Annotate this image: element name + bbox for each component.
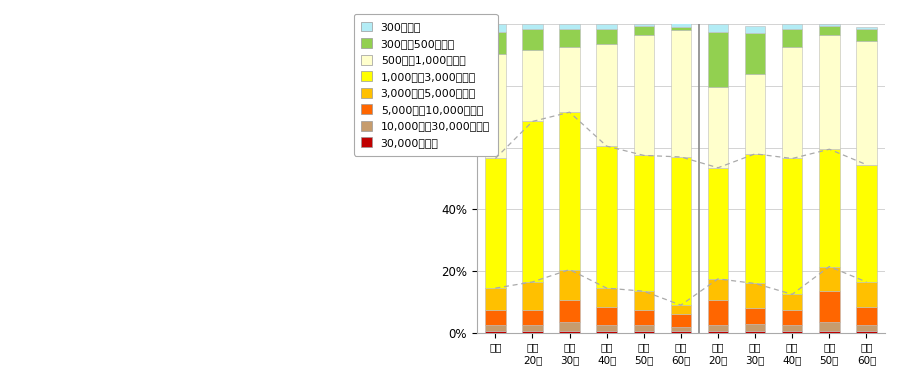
Bar bbox=[522, 310, 543, 325]
Bar bbox=[819, 149, 840, 266]
Bar bbox=[597, 44, 617, 146]
Bar bbox=[560, 331, 580, 333]
Bar bbox=[745, 324, 765, 331]
Bar bbox=[856, 325, 877, 331]
Bar bbox=[819, 24, 840, 26]
Bar bbox=[782, 331, 803, 333]
Bar bbox=[745, 154, 765, 283]
Bar bbox=[856, 282, 877, 307]
Bar bbox=[670, 314, 691, 327]
Bar bbox=[856, 307, 877, 325]
Bar bbox=[782, 325, 803, 331]
Bar bbox=[560, 24, 580, 29]
Bar bbox=[707, 24, 728, 32]
Bar bbox=[634, 331, 654, 333]
Bar bbox=[819, 291, 840, 322]
Bar bbox=[560, 29, 580, 48]
Bar bbox=[856, 29, 877, 41]
Bar bbox=[522, 325, 543, 331]
Bar bbox=[782, 29, 803, 48]
Bar bbox=[782, 158, 803, 294]
Bar bbox=[597, 24, 617, 29]
Bar bbox=[856, 41, 877, 165]
Bar bbox=[819, 266, 840, 291]
Bar bbox=[485, 310, 506, 325]
Bar bbox=[634, 325, 654, 331]
Bar bbox=[745, 283, 765, 308]
Bar bbox=[522, 331, 543, 333]
Bar bbox=[707, 279, 728, 301]
Bar bbox=[485, 32, 506, 54]
Bar bbox=[560, 112, 580, 269]
Bar bbox=[856, 331, 877, 333]
Bar bbox=[597, 307, 617, 325]
Bar bbox=[782, 48, 803, 158]
Bar bbox=[819, 331, 840, 333]
Bar bbox=[745, 308, 765, 324]
Bar bbox=[782, 294, 803, 310]
Bar bbox=[522, 51, 543, 122]
Bar bbox=[856, 165, 877, 282]
Bar bbox=[707, 301, 728, 325]
Bar bbox=[856, 27, 877, 29]
Bar bbox=[485, 331, 506, 333]
Bar bbox=[670, 327, 691, 331]
Bar bbox=[707, 168, 728, 279]
Bar bbox=[745, 74, 765, 154]
Bar bbox=[819, 26, 840, 35]
Bar bbox=[670, 27, 691, 30]
Bar bbox=[522, 122, 543, 282]
Bar bbox=[634, 291, 654, 310]
Bar bbox=[522, 282, 543, 310]
Bar bbox=[707, 331, 728, 333]
Bar bbox=[707, 32, 728, 87]
Bar bbox=[634, 24, 654, 26]
Bar bbox=[522, 29, 543, 51]
Bar bbox=[819, 322, 840, 331]
Bar bbox=[597, 288, 617, 307]
Bar bbox=[485, 54, 506, 158]
Bar bbox=[707, 325, 728, 331]
Bar bbox=[560, 322, 580, 331]
Bar bbox=[522, 24, 543, 29]
Bar bbox=[782, 310, 803, 325]
Bar bbox=[670, 305, 691, 314]
Bar bbox=[670, 157, 691, 305]
Bar bbox=[670, 331, 691, 333]
Bar bbox=[597, 29, 617, 44]
Bar bbox=[634, 310, 654, 325]
Bar bbox=[745, 331, 765, 333]
Bar bbox=[560, 269, 580, 301]
Bar bbox=[485, 24, 506, 32]
Bar bbox=[560, 48, 580, 112]
Bar bbox=[670, 15, 691, 27]
Bar bbox=[745, 26, 765, 33]
Bar bbox=[707, 87, 728, 168]
Bar bbox=[597, 146, 617, 288]
Bar bbox=[485, 325, 506, 331]
Legend: 300円未満, 300円～500円未満, 500円～1,000円未満, 1,000円～3,000円未満, 3,000円～5,000円未満, 5,000円～10,: 300円未満, 300円～500円未満, 500円～1,000円未満, 1,00… bbox=[354, 14, 498, 155]
Bar bbox=[485, 158, 506, 288]
Bar bbox=[819, 35, 840, 149]
Bar bbox=[634, 26, 654, 35]
Bar bbox=[670, 30, 691, 157]
Bar bbox=[634, 155, 654, 291]
Bar bbox=[634, 35, 654, 155]
Bar bbox=[782, 24, 803, 29]
Bar bbox=[597, 325, 617, 331]
Bar bbox=[485, 288, 506, 310]
Bar bbox=[560, 301, 580, 322]
Bar bbox=[597, 331, 617, 333]
Bar bbox=[745, 33, 765, 74]
